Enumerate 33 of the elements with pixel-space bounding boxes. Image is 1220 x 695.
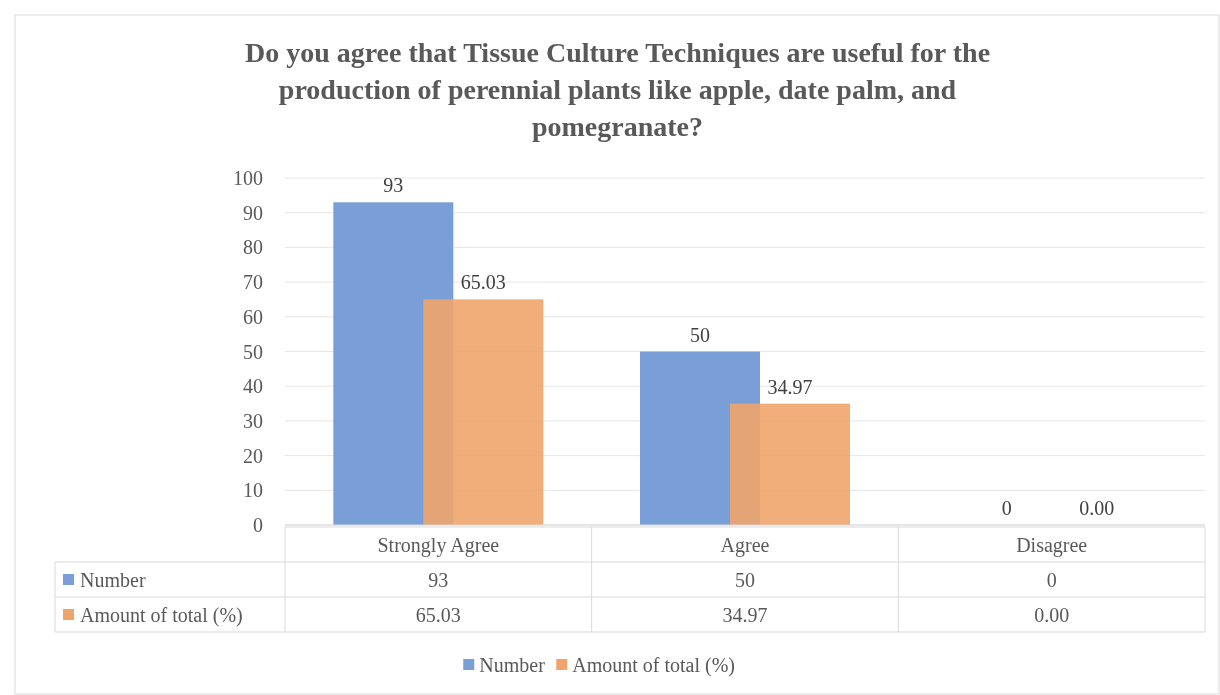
text: Number (80, 569, 146, 591)
x-tick-label: Strongly Agree (377, 534, 500, 557)
text: 0.00 (1079, 497, 1115, 519)
bar (730, 403, 850, 525)
legend-label: Number (479, 654, 546, 676)
x-tick-label: Agree (720, 534, 770, 557)
legend-label: Amount of total (%) (572, 654, 735, 677)
text: 34.97 (767, 375, 813, 398)
data-label: 0 (1046, 569, 1057, 591)
y-tick-label: 30 (243, 409, 263, 432)
y-tick-label: 40 (243, 375, 263, 398)
data-label: 0.00 (1034, 604, 1070, 626)
y-tick-label: 50 (243, 340, 263, 363)
y-tick-label: 10 (243, 479, 263, 502)
y-tick-label: 20 (243, 444, 263, 467)
y-tick-label: 80 (243, 236, 263, 259)
data-label: 34.97 (722, 604, 768, 626)
data-label: 93 (428, 569, 449, 591)
y-tick-label: 70 (243, 271, 263, 294)
text: 93 (383, 174, 404, 197)
data-label: 65.03 (415, 604, 461, 626)
text: 50 (690, 323, 710, 346)
text: 0 (1001, 497, 1012, 519)
text: Amount of total (%) (80, 604, 243, 626)
bar (423, 299, 544, 525)
x-tick-label: Disagree (1016, 534, 1088, 557)
text: 65.03 (460, 271, 506, 294)
y-tick-label: 90 (243, 201, 263, 224)
chart-title: Do you agree that Tissue Culture Techniques are useful for the production of perennial plants like apple, date palm, and pomegranate? (244, 37, 991, 142)
y-tick-label: 100 (233, 167, 263, 189)
data-label: 50 (735, 569, 755, 591)
y-tick-label: 60 (243, 305, 263, 328)
y-tick-label: 0 (253, 514, 263, 536)
